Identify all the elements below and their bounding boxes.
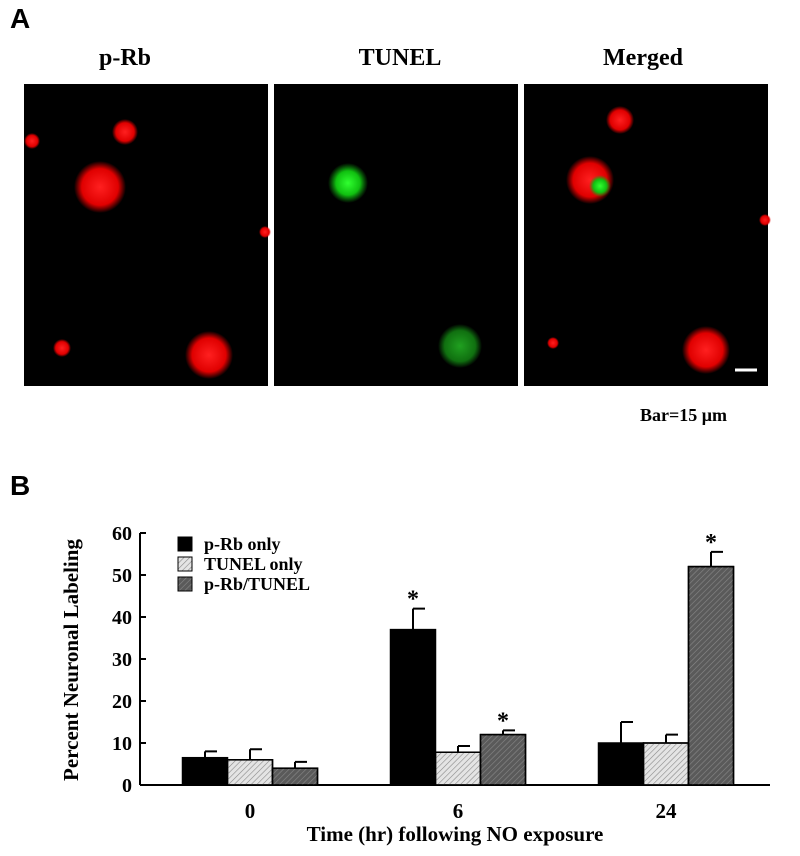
panel-label: B bbox=[10, 470, 30, 501]
y-tick-label: 10 bbox=[112, 733, 132, 755]
scale-note: Bar=15 μm bbox=[640, 405, 727, 425]
micrograph bbox=[524, 84, 771, 386]
y-axis-label: Percent Neuronal Labeling bbox=[59, 539, 83, 781]
micrograph bbox=[24, 84, 271, 386]
bar-hatch bbox=[479, 733, 527, 786]
error-bar bbox=[457, 744, 470, 753]
bar bbox=[597, 742, 645, 786]
x-tick-label: 0 bbox=[245, 799, 256, 823]
error-bar bbox=[620, 721, 633, 743]
y-tick-label: 0 bbox=[122, 775, 132, 797]
significance-marker: * bbox=[407, 587, 419, 613]
legend-label: TUNEL only bbox=[204, 554, 303, 574]
x-tick-label: 6 bbox=[453, 799, 464, 823]
image-title: p-Rb bbox=[99, 45, 151, 71]
y-tick-label: 30 bbox=[112, 649, 132, 671]
x-axis-label: Time (hr) following NO exposure bbox=[307, 822, 604, 846]
bar-hatch bbox=[687, 565, 735, 786]
error-bar bbox=[502, 729, 515, 735]
y-tick-label: 20 bbox=[112, 691, 132, 713]
significance-marker: * bbox=[497, 708, 509, 734]
bar bbox=[389, 628, 437, 786]
legend-swatch bbox=[177, 536, 193, 552]
bar-hatch bbox=[434, 751, 482, 786]
legend-label: p-Rb only bbox=[204, 534, 281, 554]
legend-swatch-hatch bbox=[177, 576, 193, 592]
significance-marker: * bbox=[705, 530, 717, 556]
image-title: TUNEL bbox=[359, 45, 442, 71]
legend-label: p-Rb/TUNEL bbox=[204, 574, 310, 594]
bar bbox=[181, 756, 229, 786]
error-bar bbox=[710, 550, 723, 567]
legend-swatch-hatch bbox=[177, 556, 193, 572]
error-bar bbox=[412, 607, 425, 630]
error-bar bbox=[294, 760, 307, 769]
y-tick-label: 50 bbox=[112, 565, 132, 587]
image-title: Merged bbox=[603, 45, 684, 71]
x-tick-label: 24 bbox=[656, 799, 678, 823]
panel-label: A bbox=[10, 3, 30, 34]
y-tick-label: 40 bbox=[112, 607, 132, 629]
bar-hatch bbox=[271, 767, 319, 786]
y-tick-label: 60 bbox=[112, 523, 132, 545]
error-bar bbox=[249, 748, 262, 760]
micrograph bbox=[274, 84, 518, 386]
error-bar bbox=[204, 750, 217, 758]
bar-hatch bbox=[226, 759, 274, 786]
error-bar bbox=[665, 733, 678, 743]
bar-hatch bbox=[642, 742, 690, 786]
